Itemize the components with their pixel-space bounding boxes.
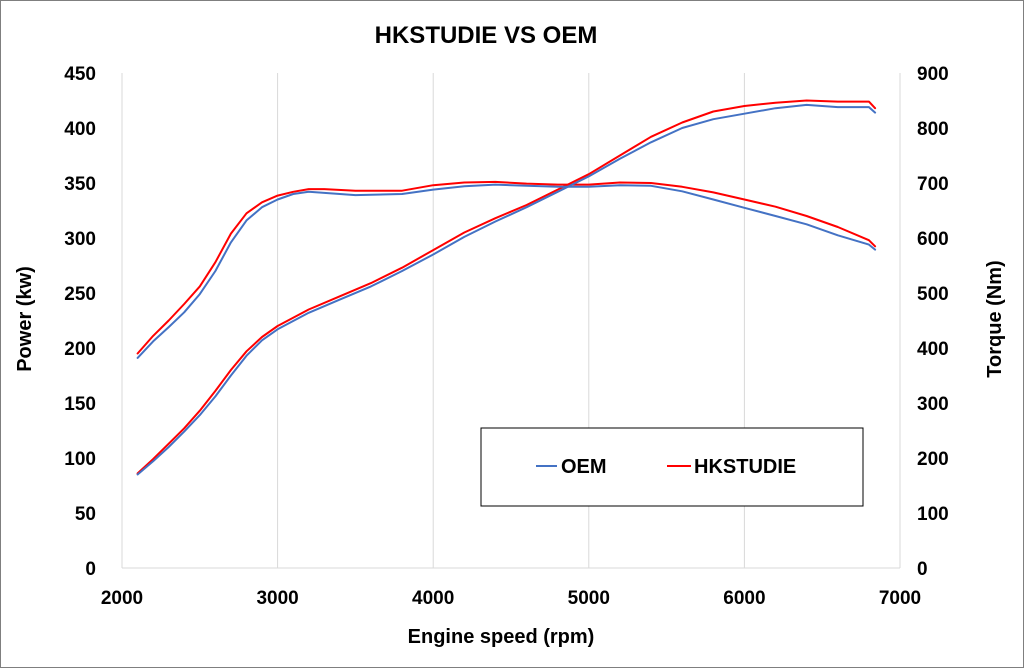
y-tick-label: 450 <box>64 64 96 85</box>
y-tick-label: 400 <box>64 119 96 140</box>
x-tick-label: 6000 <box>723 588 765 609</box>
x-tick-label: 5000 <box>568 588 610 609</box>
x-tick-label: 2000 <box>101 588 143 609</box>
y2-tick-label: 500 <box>917 284 949 305</box>
y-tick-label: 50 <box>75 504 96 525</box>
y-axis-label: Power (kw) <box>14 266 36 372</box>
y2-tick-label: 600 <box>917 229 949 250</box>
chart-title: HKSTUDIE VS OEM <box>375 22 598 49</box>
y2-tick-label: 100 <box>917 504 949 525</box>
series-line-hkstudie-torque <box>136 180 877 355</box>
series-line-oem-power <box>136 103 877 476</box>
y-tick-label: 250 <box>64 284 96 305</box>
x-tick-label: 4000 <box>412 588 454 609</box>
y-tick-label: 100 <box>64 449 96 470</box>
x-tick-label: 7000 <box>879 588 921 609</box>
y2-tick-label: 300 <box>917 394 949 415</box>
series-lines <box>136 99 877 476</box>
y-tick-label: 300 <box>64 229 96 250</box>
y-tick-label: 0 <box>85 559 96 580</box>
y2-tick-label: 700 <box>917 174 949 195</box>
series-line-oem-torque <box>136 183 877 359</box>
axes: 2000 3000 4000 5000 6000 70000501001502002503… <box>64 64 948 609</box>
y2-tick-label: 900 <box>917 64 949 85</box>
legend-label-hkstudie: HKSTUDIE <box>694 456 796 478</box>
y2-tick-label: 0 <box>917 559 928 580</box>
y-tick-label: 350 <box>64 174 96 195</box>
y-tick-label: 150 <box>64 394 96 415</box>
y2-tick-label: 800 <box>917 119 949 140</box>
series-line-hkstudie-power <box>136 99 877 475</box>
y2-tick-label: 200 <box>917 449 949 470</box>
y2-axis-label: Torque (Nm) <box>984 260 1006 377</box>
legend-label-oem: OEM <box>561 456 607 478</box>
x-axis-label: Engine speed (rpm) <box>408 626 595 648</box>
legend: OEM HKSTUDIE <box>480 427 864 507</box>
y2-tick-label: 400 <box>917 339 949 360</box>
x-tick-label: 3000 <box>256 588 298 609</box>
y-tick-label: 200 <box>64 339 96 360</box>
